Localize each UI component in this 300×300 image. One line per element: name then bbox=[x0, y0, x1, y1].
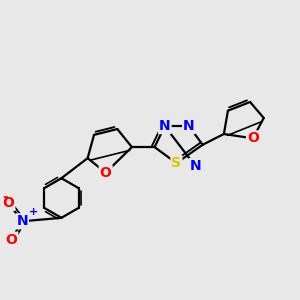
Text: -: - bbox=[2, 190, 8, 204]
Text: O: O bbox=[247, 131, 259, 146]
Text: O: O bbox=[2, 196, 14, 210]
Text: O: O bbox=[5, 233, 17, 247]
Text: N: N bbox=[183, 119, 195, 133]
Text: N: N bbox=[190, 159, 201, 173]
Text: S: S bbox=[171, 156, 182, 170]
Text: N: N bbox=[16, 214, 28, 228]
Text: N: N bbox=[159, 119, 171, 133]
Text: +: + bbox=[28, 208, 38, 218]
Text: O: O bbox=[100, 166, 112, 180]
